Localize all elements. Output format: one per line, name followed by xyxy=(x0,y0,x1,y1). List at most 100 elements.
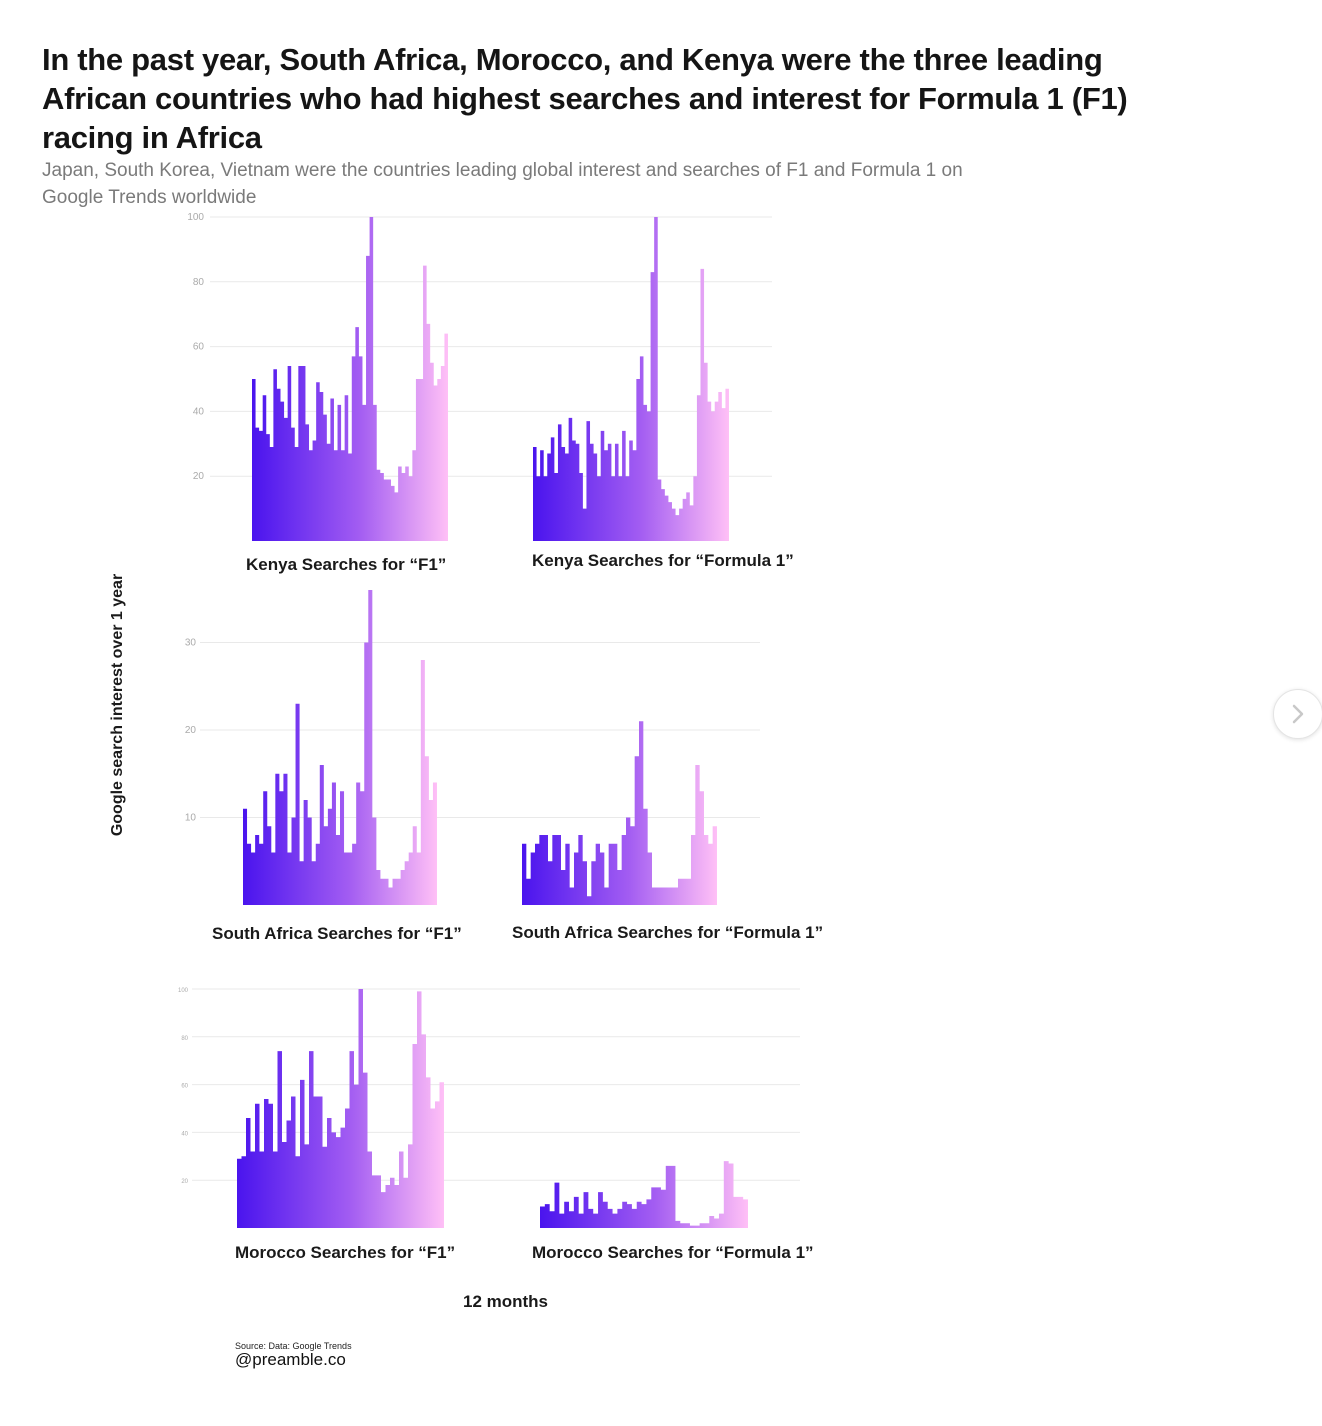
bar xyxy=(713,826,717,905)
next-button[interactable] xyxy=(1273,689,1322,739)
bar xyxy=(565,454,569,541)
bar xyxy=(422,1034,427,1228)
bar xyxy=(604,450,608,541)
bar xyxy=(386,1185,391,1228)
bar xyxy=(565,844,569,905)
bar xyxy=(356,783,360,906)
bar xyxy=(237,1159,242,1228)
bar xyxy=(298,366,302,541)
bar xyxy=(715,402,719,541)
chevron-right-icon xyxy=(1292,704,1304,724)
bar xyxy=(550,1211,555,1228)
bar xyxy=(323,415,327,541)
bar xyxy=(674,888,678,906)
bar xyxy=(635,756,639,905)
bar xyxy=(704,1223,709,1228)
bar xyxy=(409,476,413,541)
bar xyxy=(345,1109,350,1229)
bar xyxy=(544,476,548,541)
bar xyxy=(352,844,356,905)
bar xyxy=(359,356,363,541)
bar xyxy=(601,431,605,541)
bar xyxy=(360,791,364,905)
bar xyxy=(275,774,279,905)
bar xyxy=(350,1051,355,1228)
bar xyxy=(526,879,530,905)
bar xyxy=(427,324,431,541)
bar xyxy=(277,389,281,541)
bar xyxy=(671,1166,676,1228)
bar xyxy=(318,1097,323,1228)
bar xyxy=(652,888,656,906)
bar xyxy=(633,450,637,541)
bar xyxy=(648,853,652,906)
chart-caption-kenya-f1: Kenya Searches for “F1” xyxy=(246,555,447,574)
bar-series xyxy=(533,217,729,541)
y-axis-label: Google search interest over 1 year xyxy=(109,573,126,837)
bar xyxy=(714,1218,719,1228)
bar xyxy=(441,366,445,541)
bar xyxy=(569,1211,574,1228)
bar xyxy=(539,835,543,905)
bar xyxy=(340,791,344,905)
bar xyxy=(557,835,561,905)
bar xyxy=(348,853,352,906)
bar xyxy=(691,835,695,905)
bar xyxy=(314,1097,319,1228)
bar xyxy=(656,888,660,906)
bar xyxy=(370,217,374,541)
bar xyxy=(312,861,316,905)
bar-layer xyxy=(237,217,748,1228)
bar xyxy=(545,1204,550,1228)
bar xyxy=(700,1223,705,1228)
bar xyxy=(562,447,566,541)
bar xyxy=(651,272,655,541)
bar xyxy=(711,411,715,541)
bar xyxy=(574,1197,579,1228)
bar xyxy=(362,405,366,541)
bar xyxy=(533,447,537,541)
bar xyxy=(252,379,256,541)
bar xyxy=(690,505,694,541)
bar xyxy=(434,385,438,541)
y-tick-label: 20 xyxy=(181,1179,188,1185)
bar xyxy=(559,1214,564,1228)
bar xyxy=(296,1156,301,1228)
bar xyxy=(316,382,320,541)
bar xyxy=(264,1099,269,1228)
bar xyxy=(412,450,416,541)
bar xyxy=(256,428,260,541)
bar xyxy=(305,424,309,541)
bar xyxy=(393,879,397,905)
bar xyxy=(572,441,576,541)
bar xyxy=(344,853,348,906)
bar xyxy=(683,499,687,541)
bar xyxy=(266,434,270,541)
bar xyxy=(665,496,669,541)
bar xyxy=(603,1202,608,1228)
bar xyxy=(431,1109,436,1229)
bar xyxy=(332,1132,337,1228)
bar xyxy=(291,428,295,541)
bar xyxy=(405,466,409,541)
bar xyxy=(613,1214,618,1228)
bar xyxy=(626,476,630,541)
bar xyxy=(381,1192,386,1228)
y-tick-label: 10 xyxy=(185,813,197,824)
bar-series xyxy=(243,590,437,905)
bar xyxy=(718,392,722,541)
bar xyxy=(590,444,594,541)
bar xyxy=(579,1214,584,1228)
bar xyxy=(594,454,598,541)
y-tick-label: 80 xyxy=(181,1036,188,1042)
bar xyxy=(552,835,556,905)
bar xyxy=(636,379,640,541)
bar xyxy=(364,643,368,906)
bar xyxy=(642,1204,647,1228)
bar xyxy=(288,366,292,541)
bar xyxy=(646,1199,651,1228)
bar xyxy=(535,844,539,905)
bar xyxy=(368,1152,373,1228)
bar xyxy=(540,1206,545,1228)
bar xyxy=(281,402,285,541)
